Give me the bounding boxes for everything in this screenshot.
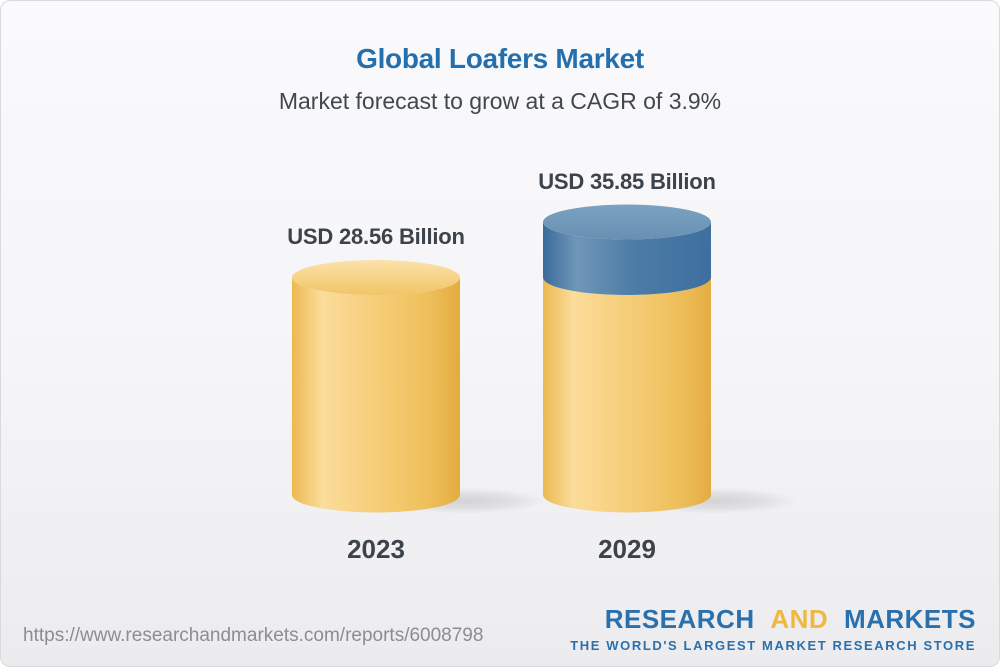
logo-word-research: RESEARCH (604, 604, 755, 634)
cylinder-shadow (382, 488, 546, 514)
logo-wordmark: RESEARCH AND MARKETS (570, 604, 976, 635)
research-and-markets-logo: RESEARCH AND MARKETS THE WORLD'S LARGEST… (570, 604, 976, 653)
cylinder-top-face (292, 260, 460, 296)
cylinder-shadow (633, 488, 797, 514)
value-label-2029: USD 35.85 Billion (538, 168, 716, 194)
cylinder-base-segment (543, 277, 711, 513)
logo-word-and: AND (770, 604, 829, 634)
cylinder-growth-segment (543, 222, 711, 296)
value-label-2023: USD 28.56 Billion (287, 224, 465, 249)
cylinder-base-segment (292, 277, 460, 513)
bar-2029 (543, 204, 797, 514)
bar-2023 (292, 260, 546, 514)
cylinder-top-face (543, 204, 711, 240)
logo-tagline: THE WORLD'S LARGEST MARKET RESEARCH STOR… (570, 638, 976, 653)
x-axis-label-2029: 2029 (598, 534, 656, 564)
chart-title: Global Loafers Market (356, 43, 644, 74)
logo-word-markets: MARKETS (843, 604, 976, 634)
chart-subtitle: Market forecast to grow at a CAGR of 3.9… (278, 88, 722, 114)
x-axis-label-2023: 2023 (347, 534, 405, 564)
report-url-link[interactable]: https://www.researchandmarkets.com/repor… (23, 625, 484, 646)
